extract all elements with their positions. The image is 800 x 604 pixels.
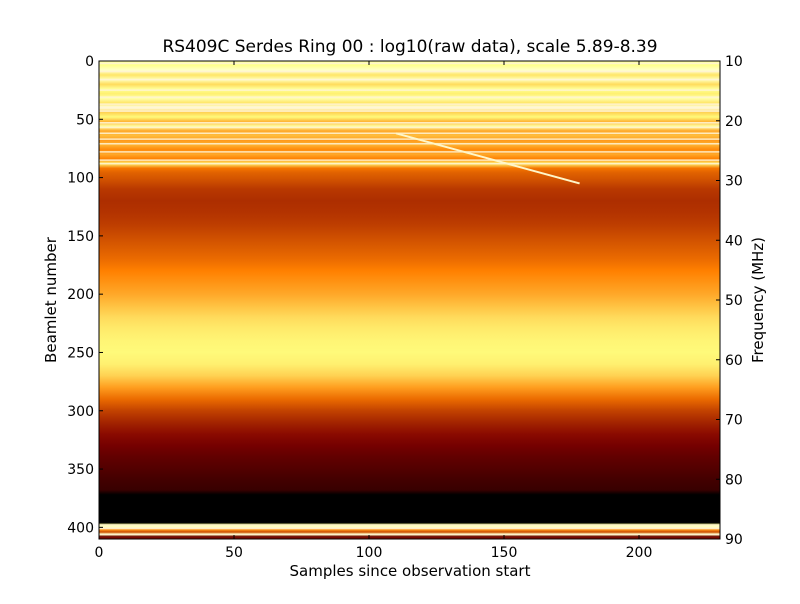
y2-tick-label: 80 — [725, 472, 743, 488]
rfi-lines — [99, 62, 720, 536]
y2-axis-label: Frequency (MHz) — [749, 237, 767, 363]
x-tick-label: 100 — [356, 545, 383, 561]
y-axis-label: Beamlet number — [42, 236, 60, 363]
y-tick-label: 150 — [67, 229, 94, 245]
y-tick-label: 100 — [67, 171, 94, 187]
y-tick-label: 300 — [67, 404, 94, 420]
chart-title: RS409C Serdes Ring 00 : log10(raw data),… — [162, 37, 657, 57]
y-axis-left: 0 50 100 150 200 250 300 350 400 — [67, 54, 103, 536]
x-axis: 0 50 100 150 200 — [95, 61, 653, 561]
plot-area — [99, 61, 720, 539]
y2-tick-label: 40 — [725, 233, 743, 249]
x-tick-label: 50 — [225, 545, 243, 561]
y-tick-label: 50 — [76, 112, 94, 128]
x-tick-label: 200 — [626, 545, 653, 561]
x-tick-label: 150 — [491, 545, 518, 561]
y2-tick-label: 90 — [725, 532, 743, 548]
y-tick-label: 400 — [67, 520, 94, 536]
y-tick-label: 0 — [85, 54, 94, 70]
y2-tick-label: 60 — [725, 353, 743, 369]
y2-tick-label: 50 — [725, 293, 743, 309]
y-tick-label: 200 — [67, 287, 94, 303]
y-tick-label: 250 — [67, 345, 94, 361]
y2-tick-label: 10 — [725, 54, 743, 70]
y-axis-right: 10 20 30 40 50 60 70 80 90 — [716, 54, 743, 548]
y-tick-label: 350 — [67, 462, 94, 478]
y2-tick-label: 30 — [725, 174, 743, 190]
x-tick-label: 0 — [95, 545, 104, 561]
y2-tick-label: 70 — [725, 413, 743, 429]
rfi-track-line — [395, 132, 580, 185]
x-axis-label: Samples since observation start — [290, 562, 531, 580]
y2-tick-label: 20 — [725, 114, 743, 130]
heatmap-image — [99, 61, 720, 539]
